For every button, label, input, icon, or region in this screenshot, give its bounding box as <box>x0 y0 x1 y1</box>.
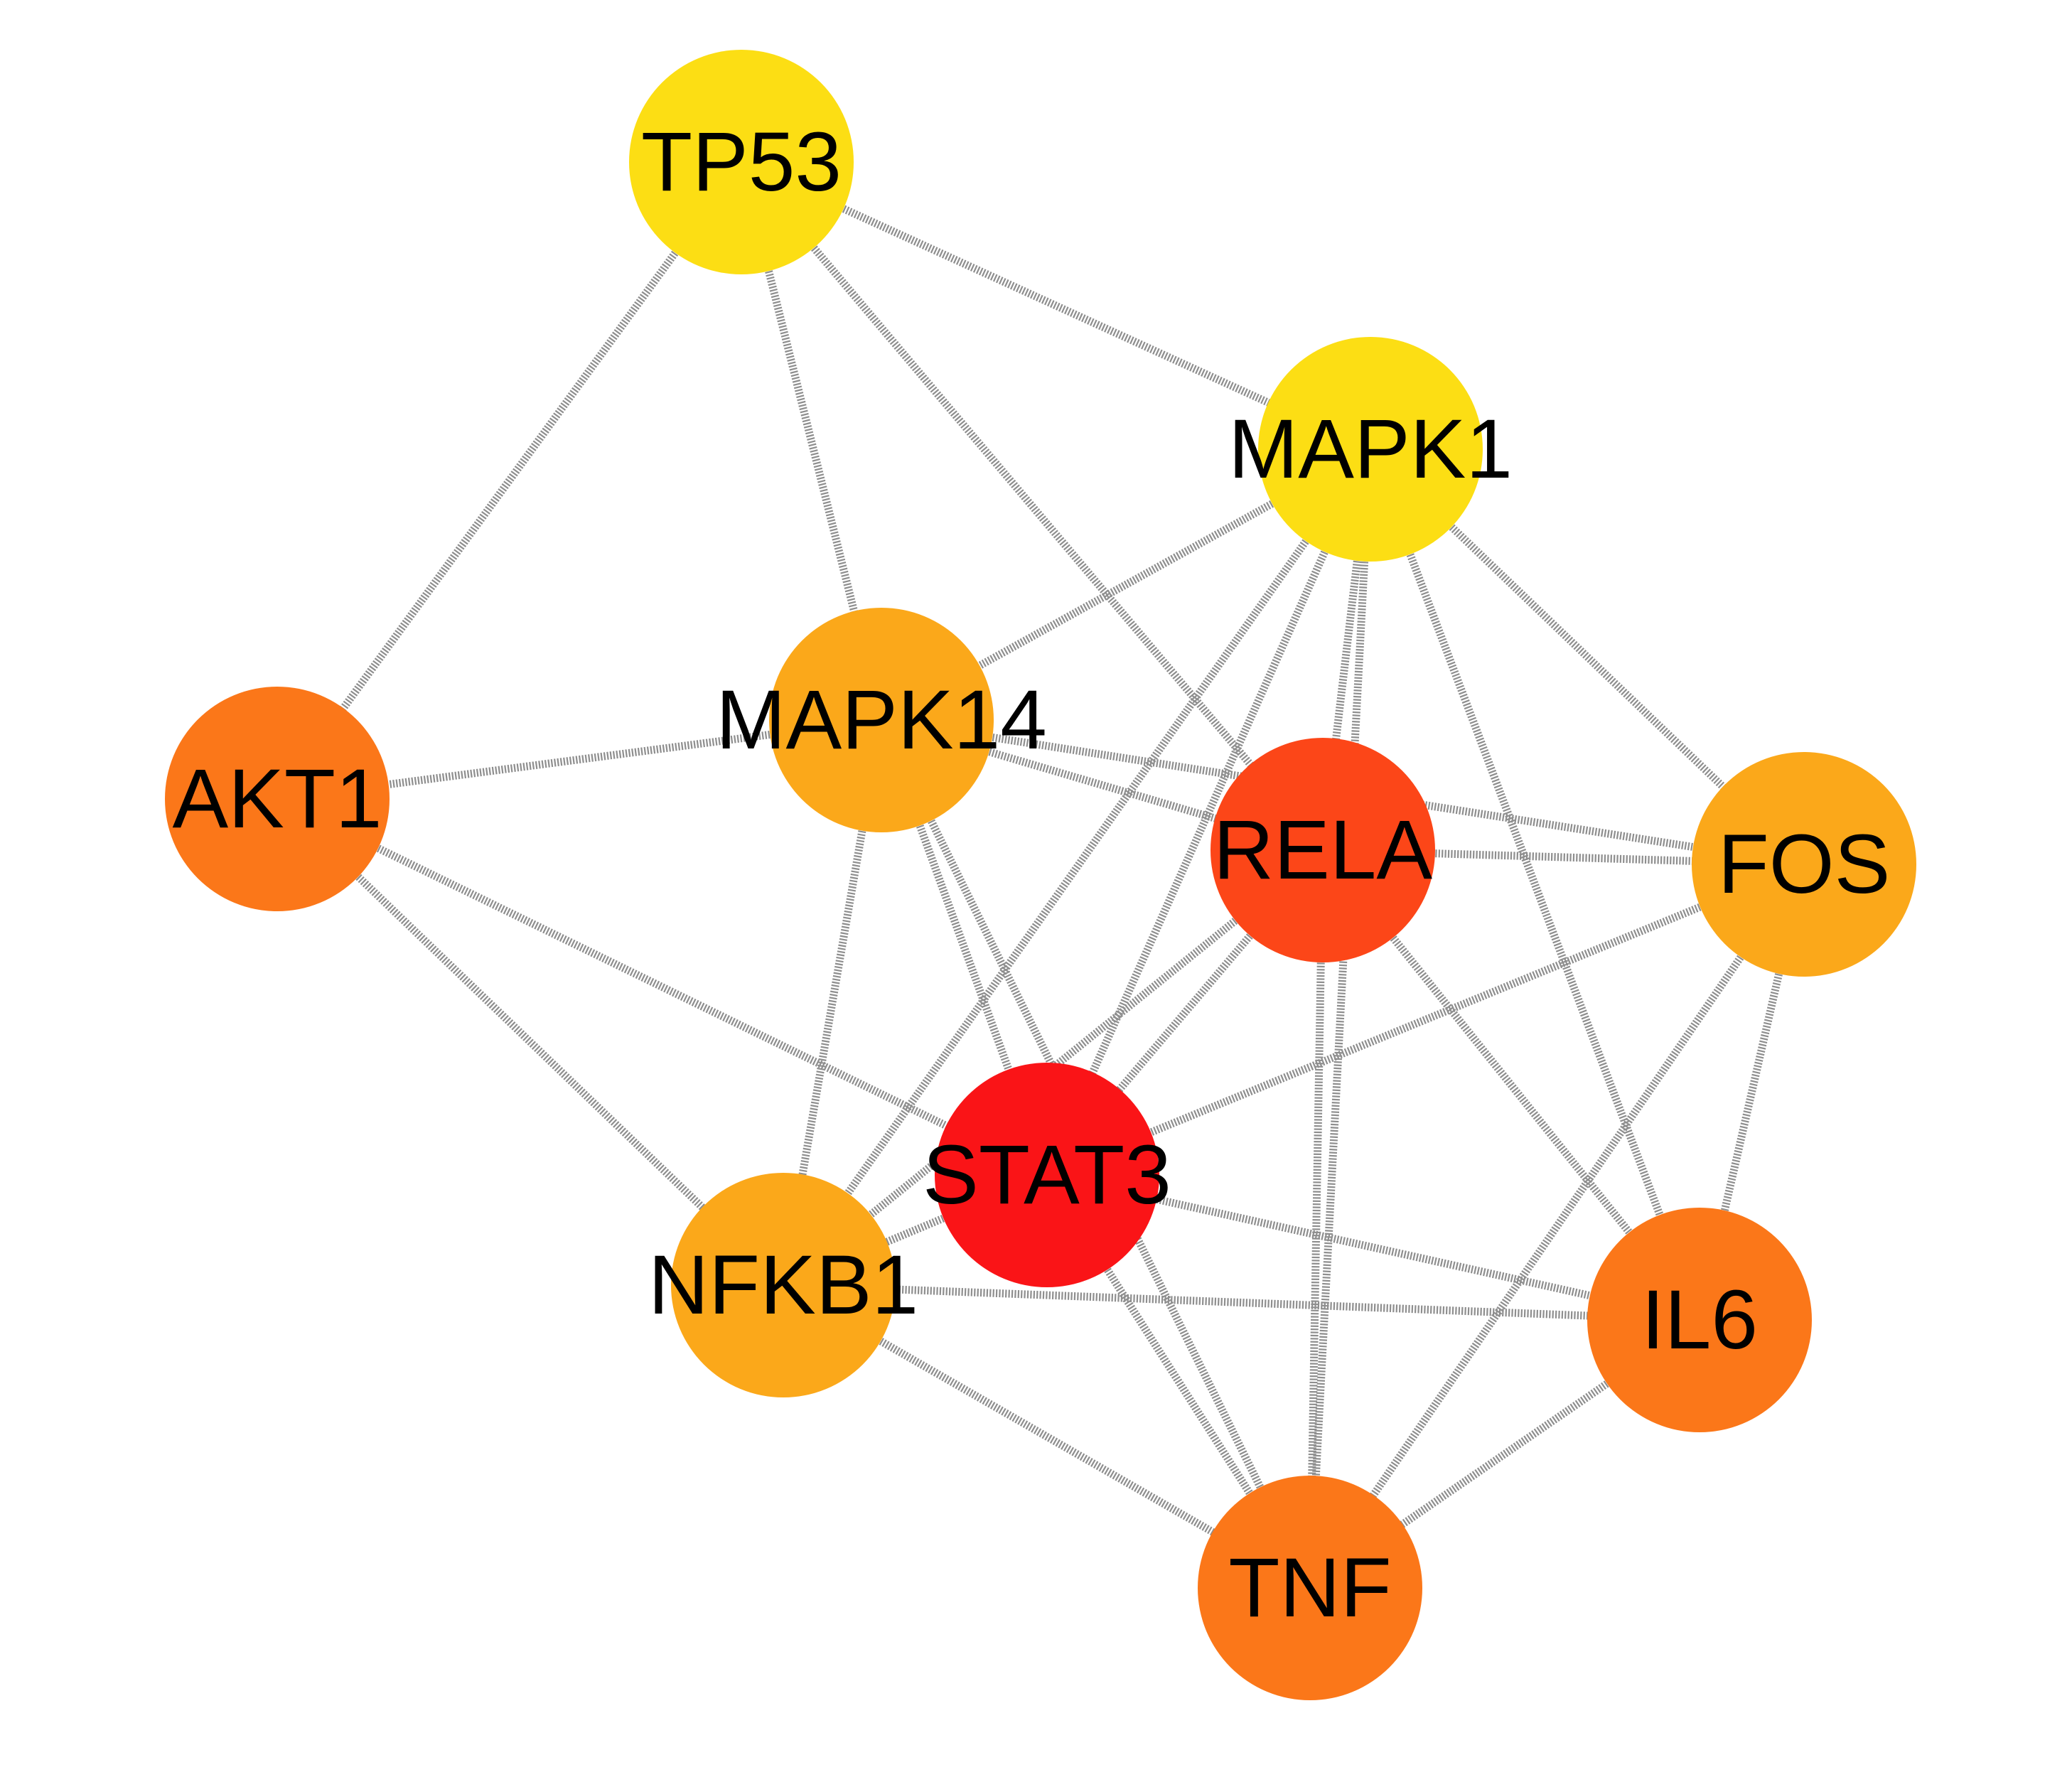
node-tnf-circle <box>1198 1476 1422 1700</box>
edge-rela-tnf <box>1306 849 1327 1589</box>
edge-nfkb1-il6 <box>783 1281 1700 1324</box>
node-stat3-circle <box>935 1063 1159 1287</box>
edge-mapk14-stat3 <box>877 719 1051 1176</box>
node-tp53-label: TP53 <box>641 115 842 209</box>
edge-tp53-mapk1 <box>739 158 1373 453</box>
edge-tp53-akt1 <box>274 159 745 802</box>
node-stat3-label: STAT3 <box>923 1128 1171 1222</box>
edge-layer <box>274 158 1808 1591</box>
edge-tp53-rela <box>738 159 1326 853</box>
edge-fos-tnf <box>1306 861 1808 1591</box>
edge-mapk1-nfkb1 <box>780 446 1374 1288</box>
node-fos[interactable]: FOS <box>1692 752 1916 977</box>
node-il6[interactable]: IL6 <box>1587 1208 1812 1432</box>
node-mapk14-label: MAPK14 <box>716 673 1047 767</box>
edge-akt1-nfkb1 <box>274 796 786 1288</box>
node-nfkb1[interactable]: NFKB1 <box>648 1173 918 1397</box>
node-il6-label: IL6 <box>1641 1273 1758 1367</box>
node-tnf[interactable]: TNF <box>1198 1476 1422 1700</box>
node-il6-circle <box>1587 1208 1812 1432</box>
node-mapk14-circle <box>769 608 994 832</box>
node-stat3[interactable]: STAT3 <box>923 1063 1171 1287</box>
node-rela-label: RELA <box>1213 803 1433 897</box>
node-nfkb1-circle <box>671 1173 896 1397</box>
node-rela-circle <box>1211 738 1435 962</box>
node-fos-label: FOS <box>1718 817 1891 911</box>
edge-mapk1-mapk14 <box>879 446 1373 724</box>
edge-mapk1-stat3 <box>1043 447 1375 1177</box>
node-akt1-label: AKT1 <box>172 752 382 846</box>
node-tp53-circle <box>629 50 854 274</box>
node-akt1-circle <box>165 687 390 911</box>
node-mapk1-label: MAPK1 <box>1228 402 1513 496</box>
edge-akt1-stat3 <box>275 795 1049 1179</box>
node-akt1[interactable]: AKT1 <box>165 687 390 911</box>
node-fos-circle <box>1692 752 1916 977</box>
node-tp53[interactable]: TP53 <box>629 50 854 274</box>
node-tnf-label: TNF <box>1228 1541 1391 1635</box>
edge-rela-stat3 <box>1043 847 1326 1178</box>
node-rela[interactable]: RELA <box>1211 738 1435 962</box>
node-mapk1-circle <box>1258 337 1483 562</box>
edge-mapk1-il6 <box>1366 448 1704 1321</box>
edge-mapk1-tnf <box>1306 449 1375 1589</box>
edge-fos-stat3 <box>1045 860 1806 1179</box>
node-mapk1[interactable]: MAPK1 <box>1228 337 1513 562</box>
node-nfkb1-label: NFKB1 <box>648 1238 918 1332</box>
node-mapk14[interactable]: MAPK14 <box>716 608 1047 832</box>
